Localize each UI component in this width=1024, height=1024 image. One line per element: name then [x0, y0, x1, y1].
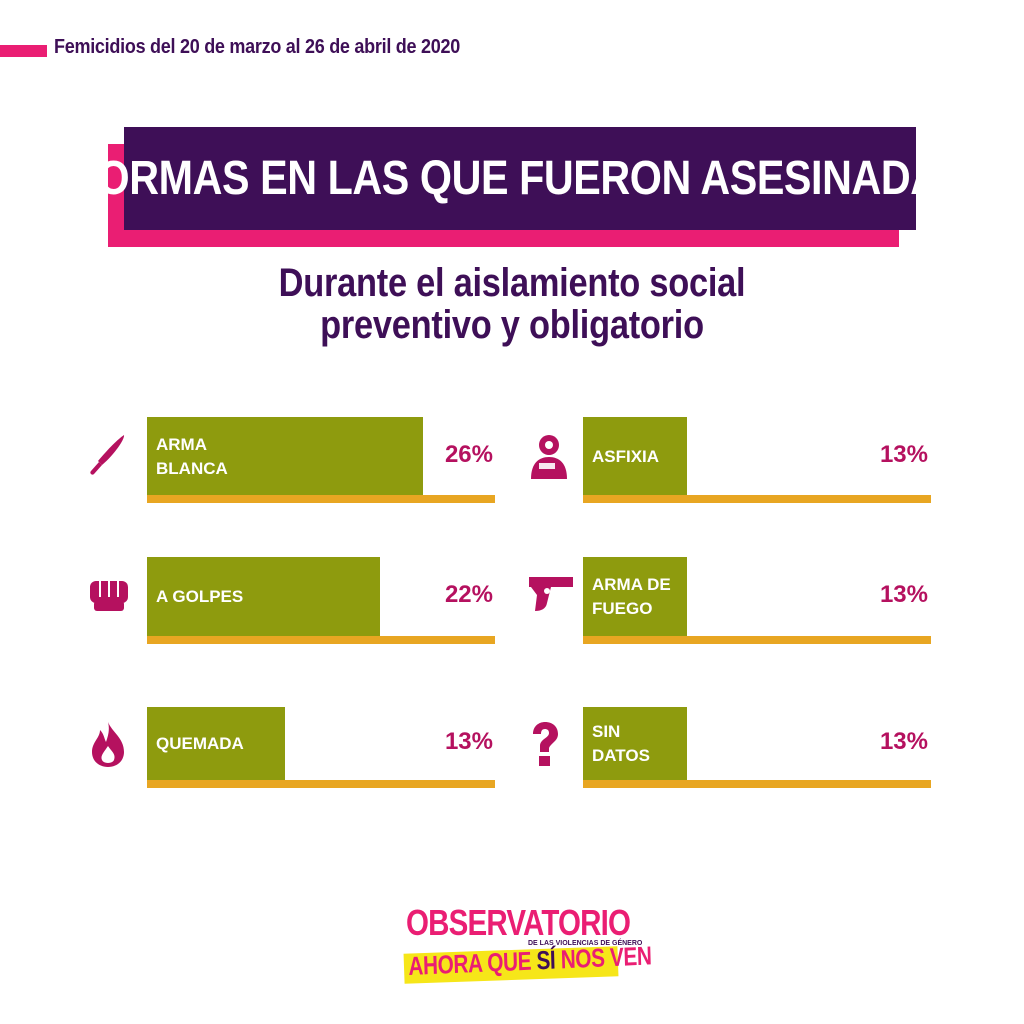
- fist-icon: [88, 573, 132, 622]
- bar-label: ARMA DE FUEGO: [592, 575, 671, 618]
- question-icon: [527, 720, 563, 773]
- bar-baseline: [147, 780, 495, 788]
- bar-baseline: [583, 495, 931, 503]
- header-accent-bar: [0, 45, 47, 57]
- chart-subtitle: Durante el aislamiento social preventivo…: [0, 262, 1024, 346]
- knife-icon: [88, 433, 128, 482]
- asphyxia-icon: [527, 433, 571, 486]
- logo-line-3a: AHORA QUE: [408, 945, 537, 981]
- bar-value-label: 13%: [879, 727, 928, 755]
- bar: [147, 707, 285, 780]
- bar-value-label: 13%: [879, 581, 928, 608]
- bar-label: QUEMADA: [156, 733, 244, 753]
- subtitle-line-2: preventivo y obligatorio: [320, 303, 704, 347]
- bar-label: SIN DATOS: [592, 721, 650, 765]
- bar: [147, 557, 380, 637]
- gun-icon: [527, 573, 575, 620]
- bar-baseline: [583, 780, 931, 788]
- title-box: FORMAS EN LAS QUE FUERON ASESINADAS: [73, 127, 967, 230]
- fire-icon: [88, 720, 128, 773]
- logo-line-3b: SÍ: [536, 944, 556, 976]
- bar-label: ARMA BLANCA: [156, 434, 228, 478]
- observatorio-logo: OBSERVATORIO DE LAS VIOLENCIAS DE GÉNERO…: [402, 898, 652, 990]
- subtitle-line-1: Durante el aislamiento social: [278, 261, 746, 305]
- bar: [583, 557, 687, 637]
- bar-value-label: 13%: [879, 440, 928, 468]
- bar-baseline: [147, 636, 495, 644]
- bar: [583, 417, 687, 496]
- logo-line-1: OBSERVATORIO: [406, 902, 631, 943]
- bar: [583, 707, 687, 780]
- logo-line-2: DE LAS VIOLENCIAS DE GÉNERO: [528, 940, 643, 947]
- bar-value-label: 13%: [444, 727, 493, 755]
- logo-line-3c: NOS VEN: [554, 940, 652, 975]
- chart-title: FORMAS EN LAS QUE FUERON ASESINADAS: [73, 152, 967, 205]
- header-text: Femicidios del 20 de marzo al 26 de abri…: [54, 36, 460, 58]
- bar-value-label: 22%: [444, 581, 493, 608]
- bar-value-label: 26%: [444, 440, 493, 468]
- bar: [147, 417, 423, 496]
- bar-baseline: [147, 495, 495, 503]
- bar-label: ASFIXIA: [592, 446, 660, 466]
- bar-label: A GOLPES: [156, 587, 244, 606]
- bar-baseline: [583, 636, 931, 644]
